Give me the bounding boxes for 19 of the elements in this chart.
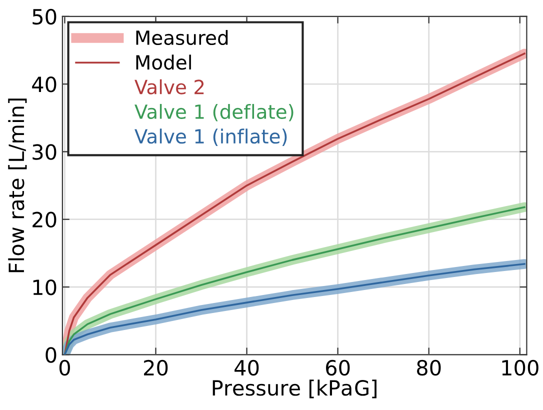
x-tick-label: 20	[144, 360, 168, 376]
x-axis-title: Pressure [kPaG]	[212, 380, 376, 398]
x-tick-label: 40	[234, 360, 259, 376]
x-tick-label: 60	[326, 360, 350, 376]
x-tick-label: 0	[59, 360, 70, 376]
y-axis-title: Flow rate [L/min]	[8, 98, 27, 272]
y-tick-label: 20	[32, 212, 56, 228]
x-tick-label: 80	[417, 360, 441, 376]
y-tick-label: 0	[46, 347, 56, 363]
annotation: Model	[136, 54, 191, 70]
y-tick-label: 10	[33, 279, 56, 296]
text: Valve 1 (inflate)	[134, 128, 287, 146]
annotation: Measured	[136, 30, 228, 46]
y-tick-label: 30	[32, 144, 56, 160]
y-tick-label: 50	[32, 8, 56, 25]
text: Valve 1 (deflate)	[134, 104, 294, 122]
text: Valve 2	[134, 79, 204, 94]
y-tick-label: 40	[32, 76, 56, 92]
x-tick-label: 100	[502, 360, 538, 376]
